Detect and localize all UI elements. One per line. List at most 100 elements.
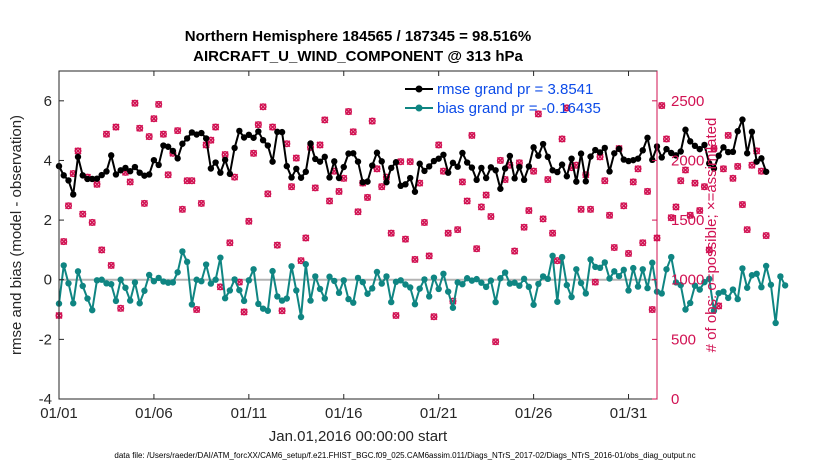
bias-point xyxy=(767,281,775,288)
bias-point xyxy=(307,297,314,304)
obs-assimilated-stroke xyxy=(606,211,614,219)
obs-assimilated-stroke xyxy=(473,245,481,253)
bias-point xyxy=(549,252,556,260)
bias-point xyxy=(615,272,623,280)
rmse-point xyxy=(729,148,737,156)
rmse-point xyxy=(145,171,153,178)
bias-point xyxy=(672,279,680,286)
bias-point xyxy=(345,295,352,303)
data-file-footer: data file: /Users/raeder/DAI/ATM_forcXX/… xyxy=(114,451,695,460)
bias-point xyxy=(516,282,523,289)
obs-possible-point xyxy=(667,214,675,222)
obs-possible-point xyxy=(117,304,125,312)
obs-possible-point xyxy=(387,229,395,237)
obs-assimilated-point xyxy=(292,154,300,162)
obs-assimilated-point xyxy=(691,179,699,187)
bias-point xyxy=(202,261,210,268)
rmse-point xyxy=(131,163,139,171)
rmse-point xyxy=(435,155,442,162)
obs-possible-point xyxy=(610,243,618,252)
obs-assimilated-point xyxy=(273,241,281,249)
bias-point xyxy=(103,280,110,287)
bias-point xyxy=(174,269,181,276)
rmse-point xyxy=(231,144,238,152)
obs-possible-point xyxy=(259,103,267,111)
obs-assimilated-point xyxy=(112,123,120,131)
obs-possible-point xyxy=(88,218,96,227)
rmse-point xyxy=(202,135,210,142)
rmse-point xyxy=(274,128,281,136)
bias-point xyxy=(440,270,447,277)
bias-point xyxy=(601,259,608,266)
obs-assimilated-stroke xyxy=(511,247,519,255)
obs-assimilated-point xyxy=(240,308,248,316)
bias-point xyxy=(696,286,703,293)
obs-assimilated-point xyxy=(174,127,182,135)
bias-point xyxy=(701,278,708,286)
y-tick-label: 4 xyxy=(44,152,52,169)
legend-rmse-marker xyxy=(415,85,423,93)
obs-assimilated-point xyxy=(150,115,158,123)
rmse-point xyxy=(169,147,177,155)
obs-assimilated-point xyxy=(686,211,694,219)
obs-assimilated-point xyxy=(620,202,628,210)
obs-possible-point xyxy=(325,197,334,205)
rmse-point xyxy=(369,162,376,169)
bias-point xyxy=(497,275,504,282)
obs-assimilated-point xyxy=(216,283,224,291)
y2-axis-ticks: 0 500 1000 1500 2000 2500 xyxy=(652,71,704,408)
rmse-point xyxy=(701,141,708,149)
obs-assimilated-stroke xyxy=(354,208,362,216)
rmse-point xyxy=(444,169,452,176)
bias-point xyxy=(506,280,514,287)
obs-possible-point xyxy=(231,173,239,181)
obs-assimilated-point xyxy=(563,104,571,112)
rmse-point xyxy=(558,161,566,168)
obs-assimilated-stroke xyxy=(164,171,172,179)
bias-point xyxy=(568,293,575,301)
obs-assimilated-stroke xyxy=(117,304,125,312)
obs-assimilated-stroke xyxy=(430,313,438,321)
obs-assimilated-point xyxy=(269,123,277,131)
obs-assimilated-stroke xyxy=(245,217,253,225)
obs-possible-point xyxy=(458,178,466,186)
y-tick-label: -2 xyxy=(39,331,52,348)
obs-assimilated-stroke xyxy=(468,131,476,139)
obs-possible-point xyxy=(724,131,732,139)
obs-possible-point xyxy=(743,226,751,234)
rmse-point xyxy=(326,174,333,181)
obs-assimilated-point xyxy=(349,128,357,136)
obs-assimilated-stroke xyxy=(401,235,409,243)
rmse-point xyxy=(710,165,718,172)
obs-assimilated-point xyxy=(482,191,490,199)
rmse-point xyxy=(658,154,665,161)
obs-assimilated-point xyxy=(325,197,334,205)
obs-assimilated-stroke xyxy=(672,203,680,211)
rmse-point xyxy=(150,156,158,164)
obs-assimilated-point xyxy=(634,165,642,173)
rmse-point xyxy=(331,158,338,165)
rmse-point xyxy=(525,163,533,170)
rmse-point xyxy=(316,158,324,165)
obs-assimilated-point xyxy=(458,178,466,186)
bias-point xyxy=(720,288,727,295)
rmse-point xyxy=(164,143,172,150)
rmse-point xyxy=(459,149,466,157)
obs-assimilated-stroke xyxy=(368,117,376,125)
bias-point xyxy=(520,275,528,283)
bias-point xyxy=(573,266,580,273)
obs-possible-point xyxy=(420,218,428,227)
y-tick-label: 2 xyxy=(44,212,52,229)
obs-assimilated-point xyxy=(734,162,742,170)
obs-assimilated-stroke xyxy=(454,226,462,234)
obs-assimilated-stroke xyxy=(207,136,215,144)
obs-possible-point xyxy=(430,313,438,321)
bias-point xyxy=(435,285,442,293)
rmse-point xyxy=(430,157,438,165)
obs-assimilated-point xyxy=(250,149,258,157)
bias-point xyxy=(563,281,571,289)
bias-point xyxy=(108,281,115,288)
obs-assimilated-point xyxy=(117,304,125,312)
rmse-point xyxy=(383,179,390,186)
